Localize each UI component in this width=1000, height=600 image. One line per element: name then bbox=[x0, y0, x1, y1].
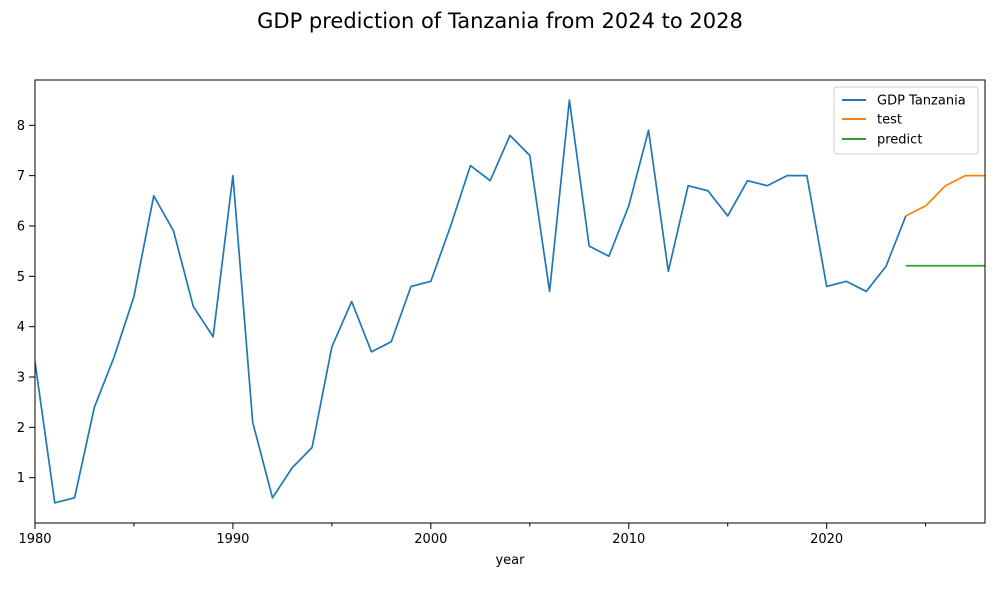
y-tick-label: 8 bbox=[17, 119, 25, 134]
x-axis-label: year bbox=[495, 553, 525, 568]
series-line-test bbox=[905, 174, 985, 217]
ticks-group: 1980 1990 2000 2010 2020 1 2 3 4 5 6 7 8 bbox=[17, 119, 927, 547]
y-tick-label: 3 bbox=[17, 371, 25, 386]
y-tick-label: 5 bbox=[17, 270, 25, 285]
x-tick-label: 2010 bbox=[612, 532, 645, 547]
plot-frame bbox=[34, 79, 986, 524]
x-tick-label: 1980 bbox=[18, 532, 51, 547]
y-tick-label: 2 bbox=[17, 421, 25, 436]
chart-title: GDP prediction of Tanzania from 2024 to … bbox=[257, 9, 743, 33]
y-tick-label: 7 bbox=[17, 169, 25, 184]
legend-label-test: test bbox=[877, 113, 902, 128]
series-group bbox=[35, 99, 985, 504]
series-line-gdp-tanzania bbox=[35, 99, 907, 504]
legend-box bbox=[833, 86, 979, 155]
x-tick-label: 2020 bbox=[810, 532, 843, 547]
x-tick-label: 1990 bbox=[216, 532, 249, 547]
legend-label-predict: predict bbox=[877, 133, 922, 148]
legend: GDP Tanzania test predict bbox=[833, 86, 979, 155]
y-tick-label: 1 bbox=[17, 471, 25, 486]
y-tick-label: 6 bbox=[17, 219, 25, 234]
y-tick-label: 4 bbox=[17, 320, 25, 335]
x-tick-label: 2000 bbox=[414, 532, 447, 547]
legend-label-gdp: GDP Tanzania bbox=[877, 94, 966, 109]
